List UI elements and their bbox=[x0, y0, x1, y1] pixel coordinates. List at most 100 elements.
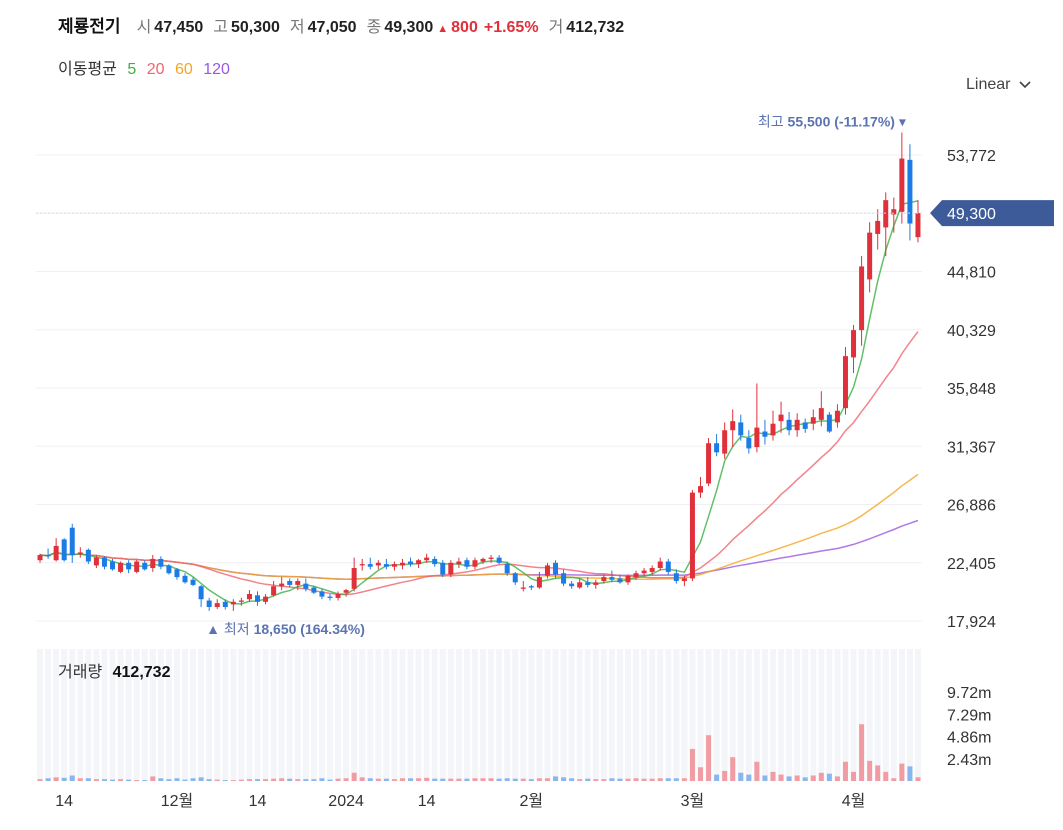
volume-column-bg bbox=[480, 649, 487, 781]
scale-selector-label: Linear bbox=[966, 76, 1011, 93]
volume-bar bbox=[867, 760, 873, 781]
ma-20[interactable]: 20 bbox=[146, 61, 165, 78]
volume-bar bbox=[794, 775, 800, 781]
candle-body bbox=[287, 581, 293, 585]
volume-column-bg bbox=[326, 649, 334, 781]
volume-bar bbox=[786, 776, 792, 781]
candle-body bbox=[577, 582, 583, 588]
volume-bar bbox=[770, 771, 776, 781]
volume-bar bbox=[230, 780, 236, 782]
low-marker-label: ▲ 최저 18,650 (164.34%) bbox=[206, 621, 365, 637]
candle-body bbox=[867, 232, 873, 280]
volume-column-bg bbox=[85, 649, 92, 781]
change-value: 800 bbox=[451, 19, 478, 36]
volume-panel-label: 거래량 bbox=[58, 664, 103, 681]
volume-bar bbox=[891, 778, 897, 781]
volume-column-bg bbox=[318, 649, 325, 781]
candle-body bbox=[93, 557, 99, 566]
candle-body bbox=[351, 568, 357, 589]
volume-column-bg bbox=[592, 649, 599, 781]
volume-column-bg bbox=[745, 649, 752, 781]
open-value: 47,450 bbox=[154, 19, 204, 36]
price-tick-label: 17,924 bbox=[947, 614, 996, 631]
candle-body bbox=[859, 266, 865, 331]
candle-body bbox=[553, 562, 559, 575]
volume-bar bbox=[85, 778, 91, 781]
candle-body bbox=[625, 575, 631, 583]
volume-column-bg bbox=[133, 649, 140, 781]
ma-legend-title: 이동평균 bbox=[58, 61, 117, 78]
volume-bar bbox=[536, 778, 542, 781]
high-value: 50,300 bbox=[230, 19, 280, 36]
volume-column-bg bbox=[335, 649, 342, 781]
candle-body bbox=[255, 595, 260, 602]
volume-column-bg bbox=[826, 649, 833, 781]
volume-column-bg bbox=[294, 649, 301, 781]
candle-body bbox=[53, 545, 59, 561]
volume-column-bg bbox=[101, 649, 108, 781]
candle-body bbox=[875, 220, 881, 234]
candle-body bbox=[504, 564, 510, 574]
volume-bar bbox=[899, 763, 905, 781]
volume-column-bg bbox=[858, 649, 865, 781]
candle-body bbox=[746, 438, 752, 449]
candle-body bbox=[158, 558, 164, 567]
volume-column-bg bbox=[214, 649, 221, 781]
x-tick-label: 2024 bbox=[328, 793, 364, 810]
volume-bar bbox=[496, 778, 502, 781]
volume-bar bbox=[61, 777, 67, 781]
candle-body bbox=[738, 422, 744, 436]
volume-column-bg bbox=[181, 649, 189, 781]
volume-column-bg bbox=[649, 649, 656, 781]
moving-average-legend[interactable]: 이동평균 5 20 60 120 bbox=[58, 55, 236, 79]
volume-column-bg bbox=[818, 649, 825, 781]
volume-bar bbox=[246, 779, 252, 781]
candle-body bbox=[166, 565, 172, 574]
volume-bar bbox=[158, 778, 164, 781]
scale-selector[interactable]: Linear bbox=[966, 76, 1032, 94]
up-triangle-icon: ▲ bbox=[437, 23, 449, 35]
volume-bar bbox=[593, 779, 599, 781]
volume-bar bbox=[681, 778, 687, 781]
volume-bar bbox=[504, 778, 510, 781]
low-marker-value: 18,650 (164.34%) bbox=[254, 621, 365, 637]
volume-column-bg bbox=[230, 649, 237, 781]
volume-column-bg bbox=[157, 649, 164, 781]
candle-body bbox=[61, 539, 67, 561]
candle-body bbox=[617, 578, 623, 583]
volume-bar bbox=[883, 771, 889, 781]
candle-body bbox=[126, 562, 132, 570]
ma-120[interactable]: 120 bbox=[203, 61, 230, 78]
volume-column-bg bbox=[93, 649, 100, 781]
candle-body bbox=[303, 583, 309, 589]
volume-bar bbox=[416, 778, 422, 781]
volume-column-bg bbox=[61, 649, 68, 781]
volume-column-bg bbox=[898, 649, 905, 781]
candle-body bbox=[190, 579, 196, 585]
volume-label: 거 bbox=[548, 19, 564, 36]
candle-body bbox=[101, 557, 107, 567]
volume-bar bbox=[375, 778, 381, 781]
candle-body bbox=[464, 560, 470, 567]
candle-body bbox=[569, 583, 575, 587]
candle-body bbox=[416, 560, 422, 565]
price-tick-label: 26,886 bbox=[947, 498, 996, 515]
volume-bar bbox=[706, 735, 712, 781]
volume-bar bbox=[53, 777, 59, 781]
candle-body bbox=[367, 564, 373, 567]
volume-bar bbox=[303, 779, 309, 781]
candle-body bbox=[432, 558, 438, 565]
candle-body bbox=[142, 562, 148, 570]
stock-name: 제룡전기 bbox=[58, 17, 121, 36]
ma-5[interactable]: 5 bbox=[127, 61, 137, 78]
price-tick-label: 31,367 bbox=[947, 439, 996, 456]
high-marker-value: 55,500 (-11.17%) bbox=[788, 114, 895, 130]
candle-body bbox=[762, 431, 768, 437]
candle-body bbox=[263, 596, 269, 602]
volume-column-bg bbox=[173, 649, 180, 781]
volume-column-bg bbox=[882, 649, 889, 781]
volume-column-bg bbox=[520, 649, 527, 781]
volume-column-bg bbox=[681, 649, 688, 781]
ma-60[interactable]: 60 bbox=[174, 61, 193, 78]
